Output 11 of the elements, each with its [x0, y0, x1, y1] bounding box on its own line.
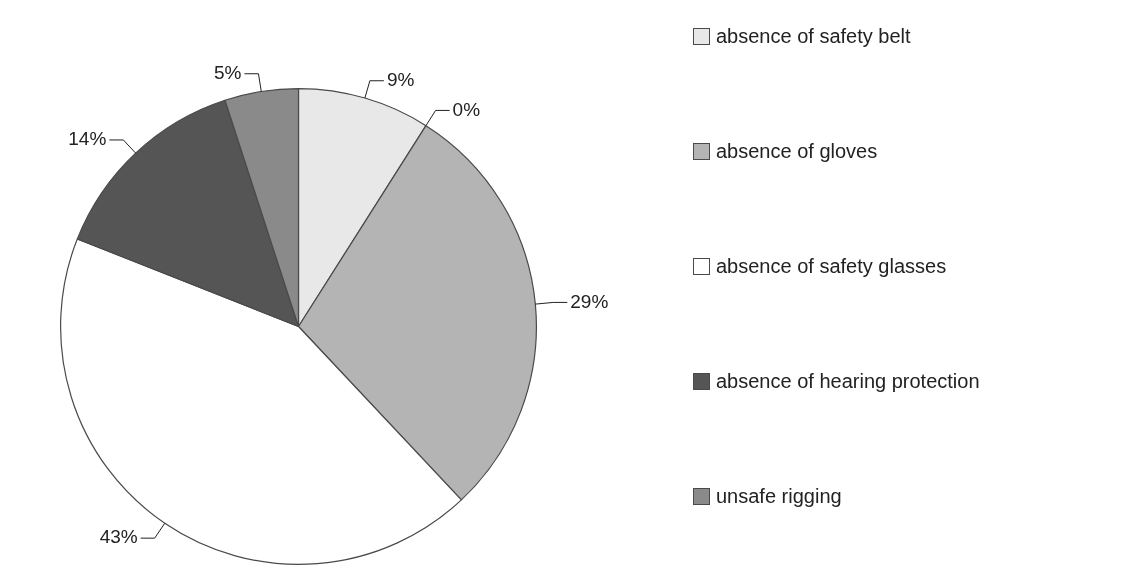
- legend-label: absence of safety glasses: [716, 255, 947, 278]
- data-label: 5%: [214, 61, 242, 83]
- data-label: 29%: [570, 290, 609, 312]
- legend-label: unsafe rigging: [716, 485, 842, 508]
- legend-label: absence of safety belt: [716, 25, 911, 48]
- legend-label: absence of gloves: [716, 140, 878, 163]
- text: 0%: [452, 98, 481, 120]
- data-label: 43%: [99, 526, 138, 548]
- data-label: 9%: [386, 69, 415, 90]
- legend-label: absence of hearing protection: [716, 370, 980, 393]
- data-label: 14%: [68, 128, 107, 150]
